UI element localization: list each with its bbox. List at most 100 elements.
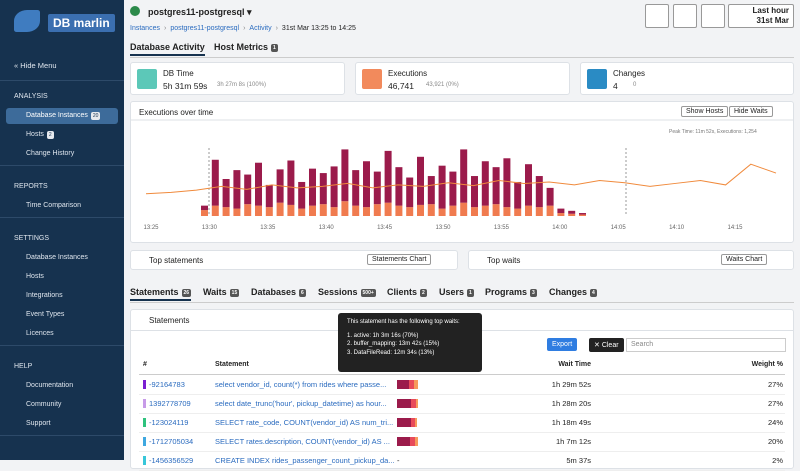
query-id[interactable]: 1392778709 bbox=[149, 399, 191, 408]
nav-item[interactable]: Integrations bbox=[6, 288, 118, 304]
detail-tab[interactable]: Programs 3 bbox=[485, 287, 537, 297]
bar-segment bbox=[373, 171, 381, 205]
hide-waits[interactable]: Hide Waits bbox=[729, 106, 773, 117]
bar-segment bbox=[568, 213, 576, 216]
bar-segment bbox=[471, 176, 478, 208]
nav-item[interactable]: Hosts bbox=[6, 269, 118, 285]
nav-label: Licences bbox=[26, 330, 54, 337]
wait-segment bbox=[397, 399, 411, 408]
weight: 2% bbox=[772, 456, 783, 465]
summary-card: DB Time 5h 31m 59s 3h 27m 8s (100%) bbox=[130, 62, 345, 95]
nav-item[interactable]: Database Instances bbox=[6, 250, 118, 266]
nav-item[interactable]: Event Types bbox=[6, 307, 118, 323]
detail-tab[interactable]: Statements 26 bbox=[130, 287, 192, 301]
copy-button[interactable] bbox=[645, 4, 669, 28]
nav-label: Change History bbox=[26, 150, 75, 157]
wait-segment bbox=[416, 399, 418, 408]
detail-tab[interactable]: Clients 2 bbox=[387, 287, 427, 297]
tab-badge: 2 bbox=[420, 288, 427, 297]
weight: 27% bbox=[767, 380, 783, 389]
bar-segment bbox=[255, 162, 262, 206]
statement[interactable]: SELECT rate_code, COUNT(vendor_id) AS nu… bbox=[215, 418, 394, 427]
time-button[interactable]: Last hour 31st Mar bbox=[728, 4, 794, 28]
hide-menu-label: Hide Menu bbox=[20, 61, 57, 70]
tooltip-item: 2. buffer_mapping: 13m 42s (15%) bbox=[347, 341, 440, 347]
bar-segment bbox=[363, 207, 370, 216]
nav-item[interactable]: Database Instances 20 bbox=[6, 108, 118, 124]
column-header[interactable]: Statement bbox=[215, 361, 249, 368]
summary-card: Executions 46,741 43,921 (0%) bbox=[355, 62, 570, 95]
bar-segment bbox=[427, 204, 435, 216]
nav-item[interactable]: Licences bbox=[6, 326, 118, 342]
nav-label: Database Instances bbox=[26, 254, 88, 261]
wait-time: 1h 7m 12s bbox=[555, 437, 591, 446]
section-title: REPORTS bbox=[14, 183, 48, 190]
detail-tab[interactable]: Changes 4 bbox=[549, 287, 597, 297]
divider bbox=[0, 165, 124, 166]
statement[interactable]: CREATE INDEX rides_passenger_count_picku… bbox=[215, 456, 395, 465]
query-id[interactable]: -92164783 bbox=[149, 380, 185, 389]
export-button[interactable]: Export bbox=[547, 338, 578, 351]
detail-tab[interactable]: Sessions 500+ bbox=[318, 287, 376, 297]
sidebar: DB marlin « Hide Menu ANALYSIS Database I… bbox=[0, 0, 124, 460]
statement[interactable]: SELECT rates.description, COUNT(vendor_i… bbox=[215, 437, 390, 446]
statement[interactable]: select vendor_id, count(*) from rides wh… bbox=[215, 380, 387, 389]
crumb[interactable]: postgres11-postgresql bbox=[170, 25, 240, 32]
bar-segment bbox=[546, 187, 554, 206]
divider bbox=[0, 80, 124, 81]
peak-note: Peak Time: 11m 52s, Executions: 1,254 bbox=[669, 129, 757, 135]
bar-segment bbox=[201, 210, 208, 216]
nav-item[interactable]: Documentation bbox=[6, 378, 118, 394]
nav-item[interactable]: Change History bbox=[6, 146, 118, 162]
bar-segment bbox=[201, 205, 208, 211]
bar-segment bbox=[298, 181, 306, 209]
tooltip: This statement has the following top wai… bbox=[338, 313, 482, 372]
tab-badge: 500+ bbox=[360, 288, 376, 297]
x-tick-label: 14:15 bbox=[727, 225, 743, 231]
row-color bbox=[143, 437, 146, 446]
nav-item[interactable]: Support bbox=[6, 416, 118, 432]
column-header[interactable]: # bbox=[143, 361, 147, 368]
search-input[interactable]: Search bbox=[626, 338, 786, 352]
wait-time: 1h 28m 20s bbox=[551, 399, 591, 408]
tab-label: Databases bbox=[251, 287, 297, 297]
crumb[interactable]: Instances bbox=[130, 25, 160, 32]
hide-menu[interactable]: « Hide Menu bbox=[14, 61, 57, 70]
panel-title: Top waits bbox=[487, 256, 521, 265]
refresh-button[interactable] bbox=[701, 4, 725, 28]
wait-segment bbox=[411, 399, 416, 408]
tab-badge: 1 bbox=[467, 288, 474, 297]
bar-segment bbox=[503, 207, 511, 216]
nav-item[interactable]: Community bbox=[6, 397, 118, 413]
detail-tab[interactable]: Databases 6 bbox=[251, 287, 306, 297]
panel-button[interactable]: Statements Chart bbox=[367, 254, 432, 265]
card-value: 4 bbox=[613, 81, 618, 91]
clear-button[interactable]: ✕ Clear bbox=[589, 338, 624, 352]
statement[interactable]: select date_trunc('hour', pickup_datetim… bbox=[215, 399, 387, 408]
nav-label: Hosts bbox=[26, 131, 44, 138]
instance-title[interactable]: postgres11-postgresql ▾ bbox=[148, 7, 252, 17]
x-tick-label: 13:40 bbox=[319, 225, 335, 231]
tooltip-item: 3. DataFileRead: 12m 34s (13%) bbox=[347, 349, 435, 356]
tab[interactable]: Host Metrics 1 bbox=[214, 42, 278, 52]
card-value: 5h 31m 59s bbox=[163, 81, 208, 91]
detail-tab[interactable]: Users 1 bbox=[439, 287, 474, 297]
query-id[interactable]: -1456356529 bbox=[149, 456, 194, 465]
nav-item[interactable]: Hosts 2 bbox=[6, 127, 118, 143]
x-tick-label: 13:55 bbox=[494, 225, 510, 231]
query-id[interactable]: -1712705034 bbox=[149, 437, 194, 446]
tab-active[interactable]: Database Activity bbox=[130, 42, 205, 56]
query-id[interactable]: -123024119 bbox=[149, 418, 189, 427]
detail-tab[interactable]: Waits 15 bbox=[203, 287, 240, 297]
row-color bbox=[143, 380, 146, 389]
bar-segment bbox=[222, 179, 230, 208]
nav-item[interactable]: Time Comparison bbox=[6, 198, 118, 214]
crumb[interactable]: Activity bbox=[249, 25, 272, 32]
column-header[interactable]: Wait Time bbox=[558, 361, 591, 368]
ai-button[interactable] bbox=[673, 4, 697, 28]
card-icon bbox=[137, 69, 157, 89]
nav-label: Community bbox=[26, 401, 62, 408]
show-hosts[interactable]: Show Hosts bbox=[681, 106, 729, 117]
column-header[interactable]: Weight % bbox=[751, 361, 783, 368]
panel-button[interactable]: Waits Chart bbox=[721, 254, 768, 265]
